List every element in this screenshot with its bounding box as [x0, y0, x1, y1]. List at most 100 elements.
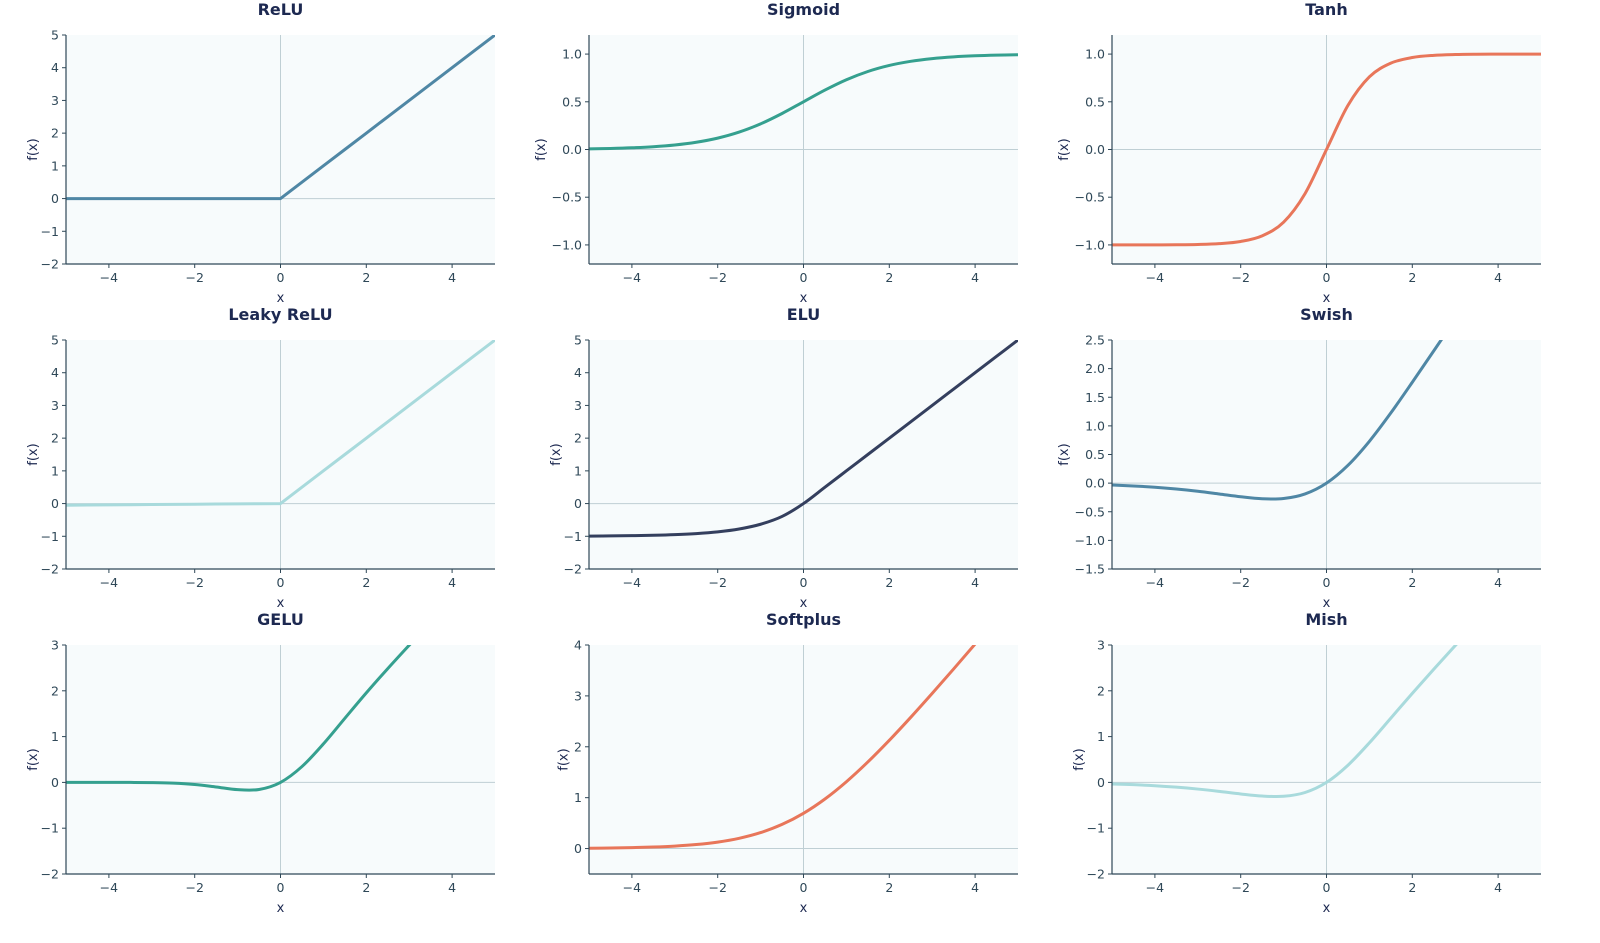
y-tick-label: 5 [51, 333, 59, 348]
x-tick-label: 4 [971, 270, 979, 285]
subplot-swish: −4 −2 0 2 4 −1.5 −1.0 −0.5 0.0 0.5 1.0 1.5 2.0 2.5 Swi… [1057, 305, 1541, 611]
x-tick-label: 0 [1323, 880, 1331, 895]
x-tick-label: −4 [1146, 880, 1164, 895]
x-tick-label: −2 [185, 880, 203, 895]
y-axis-label: f(x) [26, 443, 41, 465]
subplot-title: ELU [787, 305, 821, 324]
y-tick-label: 2 [51, 126, 59, 141]
x-tick-label: 0 [277, 575, 285, 590]
y-tick-label: 2.5 [1085, 333, 1105, 348]
y-tick-label: 2 [574, 739, 582, 754]
y-tick-label: 1 [51, 729, 59, 744]
y-tick-label: −1.0 [552, 237, 582, 252]
x-tick-label: 2 [362, 270, 370, 285]
y-tick-label: 1.0 [1085, 418, 1105, 433]
subplot-softplus: −4 −2 0 2 4 0 1 2 3 4 Softplus x f(x) [557, 610, 1018, 916]
y-tick-label: 1.5 [1085, 390, 1105, 405]
y-tick-label: 5 [51, 28, 59, 43]
y-axis-label: f(x) [534, 138, 549, 160]
y-tick-label: −0.5 [1075, 190, 1105, 205]
y-tick-label: 3 [574, 688, 582, 703]
y-tick-label: 1.0 [1085, 47, 1105, 62]
y-tick-label: 0 [574, 496, 582, 511]
x-tick-label: 0 [800, 880, 808, 895]
series-line [66, 645, 412, 792]
y-tick-label: −1.0 [1075, 533, 1105, 548]
y-tick-label: 0 [1097, 775, 1105, 790]
y-tick-label: 4 [51, 60, 59, 75]
subplot-elu: −4 −2 0 2 4 −2 −1 0 1 2 3 4 5 ELU x f(x) [549, 305, 1018, 611]
x-tick-label: 2 [885, 575, 893, 590]
x-axis-label: x [800, 596, 808, 611]
series-line [589, 340, 1018, 538]
y-axis-label: f(x) [26, 138, 41, 160]
y-tick-label: −1 [41, 529, 59, 544]
x-axis-label: x [277, 901, 285, 916]
x-tick-label: 4 [448, 270, 456, 285]
x-tick-label: 2 [362, 880, 370, 895]
x-tick-label: 2 [1408, 270, 1416, 285]
x-tick-label: 4 [1494, 270, 1502, 285]
subplot-title: Leaky ReLU [228, 305, 332, 324]
y-tick-label: 3 [51, 93, 59, 108]
y-tick-label: 2 [51, 431, 59, 446]
y-tick-label: 2 [1097, 683, 1105, 698]
subplot-title: Softplus [766, 610, 841, 629]
x-tick-label: 2 [1408, 575, 1416, 590]
x-axis-label: x [1323, 291, 1331, 306]
y-tick-label: 0 [51, 775, 59, 790]
y-axis-label: f(x) [549, 443, 564, 465]
x-tick-label: 0 [277, 880, 285, 895]
y-tick-label: 4 [574, 365, 582, 380]
subplot-tanh: −4 −2 0 2 4 −1.0 −0.5 0.0 0.5 1.0 Tanh x f(x) [1057, 0, 1541, 306]
y-tick-label: 0.0 [1085, 476, 1105, 491]
x-tick-label: −2 [708, 880, 726, 895]
x-tick-label: 2 [885, 880, 893, 895]
y-tick-label: −1 [1087, 821, 1105, 836]
subplot-title: GELU [257, 610, 304, 629]
y-tick-label: −1.0 [1075, 237, 1105, 252]
y-tick-label: −1 [41, 224, 59, 239]
x-tick-label: −4 [100, 575, 118, 590]
y-tick-label: 1 [1097, 729, 1105, 744]
y-axis-label: f(x) [1057, 443, 1072, 465]
x-tick-label: 4 [448, 880, 456, 895]
series-line [589, 645, 977, 850]
y-tick-label: 1.0 [562, 47, 582, 62]
y-tick-label: −2 [41, 257, 59, 272]
x-tick-label: −2 [1231, 270, 1249, 285]
x-tick-label: 4 [448, 575, 456, 590]
y-tick-label: −1 [564, 529, 582, 544]
x-tick-label: 4 [971, 575, 979, 590]
x-tick-label: −4 [623, 880, 641, 895]
y-tick-label: 1 [51, 158, 59, 173]
y-tick-label: 1 [574, 790, 582, 805]
x-tick-label: 0 [277, 270, 285, 285]
x-tick-label: −2 [1231, 880, 1249, 895]
subplot-title: ReLU [258, 0, 304, 19]
x-tick-label: 2 [362, 575, 370, 590]
x-tick-label: −2 [708, 575, 726, 590]
x-tick-label: 2 [885, 270, 893, 285]
y-tick-label: 0 [51, 191, 59, 206]
y-tick-label: −2 [1087, 867, 1105, 882]
x-tick-label: 2 [1408, 880, 1416, 895]
y-axis-label: f(x) [1072, 748, 1087, 770]
series-line [589, 53, 1018, 151]
y-tick-label: 0 [574, 841, 582, 856]
y-tick-label: 3 [51, 638, 59, 653]
series-line [66, 35, 495, 201]
subplot-sigmoid: −4 −2 0 2 4 −1.0 −0.5 0.0 0.5 1.0 Sigmoid x f(x) [534, 0, 1018, 306]
y-tick-label: 0.5 [1085, 447, 1105, 462]
y-tick-label: −2 [564, 562, 582, 577]
y-tick-label: 0.0 [562, 142, 582, 157]
x-tick-label: −2 [1231, 575, 1249, 590]
subplot-title: Mish [1305, 610, 1347, 629]
subplot-relu: −4 −2 0 2 4 −2 −1 0 1 2 3 4 5 ReLU x f(x) [26, 0, 495, 306]
x-tick-label: −4 [100, 880, 118, 895]
y-tick-label: −0.5 [552, 190, 582, 205]
y-tick-label: 0.5 [562, 94, 582, 109]
y-tick-label: 5 [574, 333, 582, 348]
series-line [66, 340, 495, 507]
